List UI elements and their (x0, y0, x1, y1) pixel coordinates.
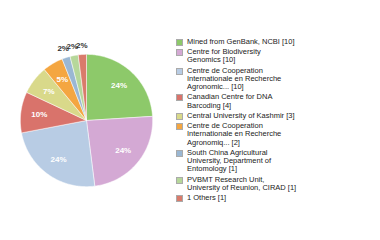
html-text:1 Others [1]: 1 Others [1] (187, 193, 227, 202)
svg-text:5%: 5% (56, 75, 68, 84)
svg-text:10%: 10% (31, 110, 47, 119)
svg-text:2%: 2% (66, 42, 79, 51)
html-text:Central University of Kashmir: Central University of Kashmir [3] (187, 110, 295, 120)
svg-text:24%: 24% (115, 146, 131, 155)
svg-text:2%: 2% (57, 44, 69, 54)
svg-text:7%: 7% (43, 87, 55, 96)
html-text:Canadian Centre for DNA Barcod: Canadian Centre for DNA Barcoding [4] (187, 92, 273, 110)
svg-text:24%: 24% (50, 155, 66, 164)
html-text:Centre de Cooperation Internat: Centre de Cooperation Internationale en … (187, 65, 282, 91)
html-text:South China Agricultural Unive: South China Agricultural University, Dep… (187, 147, 272, 174)
html-text:Centre for Biodiversity Genomi: Centre for Biodiversity Genomics [10] (187, 47, 261, 65)
html-text:Mined from GenBank, NCBI [10]: Mined from GenBank, NCBI [10] (187, 36, 295, 46)
html-text:Centre de Cooperation Internat: Centre de Cooperation Internationale en … (187, 121, 282, 147)
svg-text:24%: 24% (111, 81, 127, 90)
svg-text:2%: 2% (76, 41, 88, 50)
html-text:PVBMT Research Unit, Universit: PVBMT Research Unit, University of Reuni… (187, 174, 297, 192)
